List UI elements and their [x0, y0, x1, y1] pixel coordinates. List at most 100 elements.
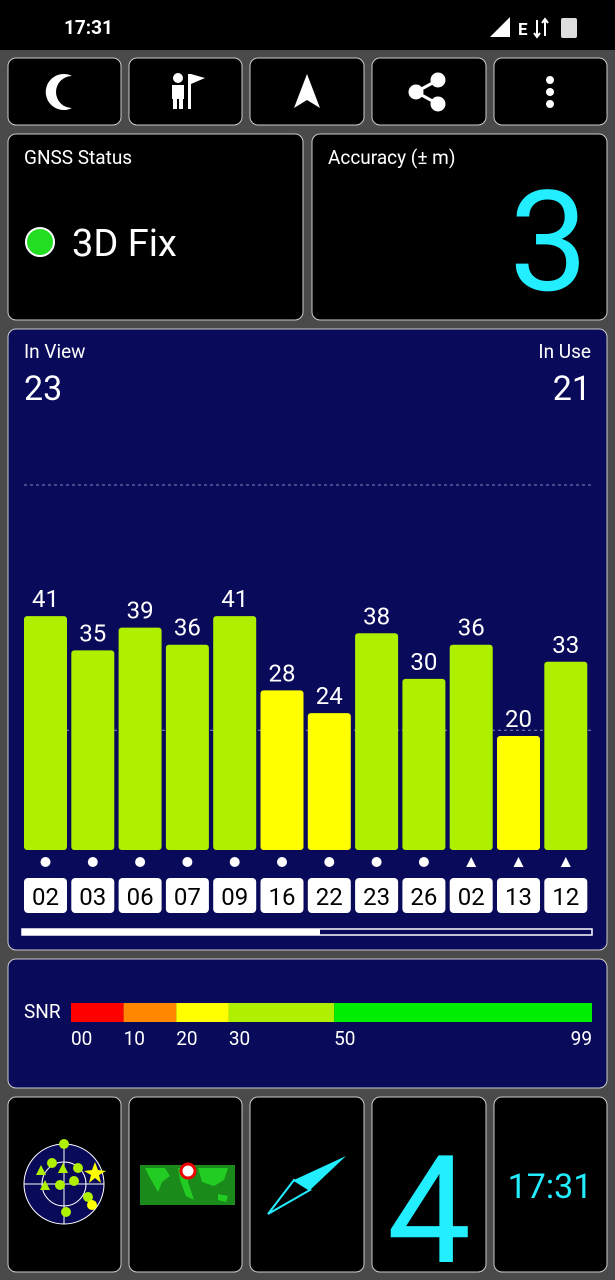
bar [307, 713, 351, 850]
satellite-id: 23 [363, 883, 390, 911]
status-time: 17:31 [64, 16, 113, 39]
satellite-id-box [307, 878, 351, 913]
snr-label: SNR [24, 1000, 61, 1023]
battery-icon [561, 18, 577, 38]
satellite-id: 12 [552, 883, 579, 911]
value-label: 36 [458, 614, 485, 642]
satellite-id-box [544, 878, 588, 913]
satellite-id-box [355, 878, 399, 913]
person-flag-icon [172, 73, 205, 109]
night-mode-button[interactable] [7, 57, 122, 126]
satellite-id: 07 [174, 883, 201, 911]
network-type: E [518, 20, 528, 40]
fix-indicator [25, 227, 55, 257]
satellite-id-box [165, 878, 209, 913]
in-view-value: 23 [24, 369, 62, 409]
snr-scale: 00 10 20 30 50 99 [71, 1003, 592, 1050]
satellite-id-box [402, 878, 446, 913]
scale-tick-label: 00 [71, 1027, 92, 1050]
data-icon [533, 17, 549, 39]
scale-tick-label: 30 [229, 1027, 250, 1050]
satellite-id: 09 [221, 883, 248, 911]
menu-icon [546, 76, 554, 108]
scale-tick-label: 20 [176, 1027, 197, 1050]
bar [71, 650, 115, 850]
accuracy-value: 3 [509, 161, 588, 325]
scroll-thumb [22, 929, 320, 935]
satellite-count: 4 [387, 1123, 471, 1280]
constellation-marker [40, 857, 51, 867]
satellite-id-box [497, 878, 540, 913]
constellation-marker [418, 857, 429, 867]
constellation-marker [229, 857, 240, 867]
bar [118, 627, 162, 850]
scale-tick-label: 50 [334, 1027, 355, 1050]
scale-tick-label: 10 [124, 1027, 145, 1050]
bar [213, 616, 257, 850]
satellite-id: 02 [458, 883, 485, 911]
satellite-id-box [449, 878, 493, 913]
moon-icon [45, 74, 72, 111]
location-pin [179, 1162, 197, 1180]
accuracy-label: Accuracy (± m) [328, 146, 455, 169]
scale-segment [334, 1003, 592, 1022]
snr-panel [7, 958, 608, 1089]
clock: 17:31 [508, 1167, 593, 1207]
snr-chart: 41 02 35 03 39 06 36 07 41 09 28 16 24 22 38 23 30 26 36 02… [24, 484, 591, 913]
gnss-value: 3D Fix [72, 222, 177, 266]
signal-icon [490, 17, 510, 37]
value-label: 36 [174, 614, 201, 642]
accuracy-panel [311, 133, 608, 321]
constellation-marker [513, 857, 524, 867]
record-button[interactable] [128, 57, 243, 126]
compass-needle-south [267, 1178, 312, 1215]
satellite-id: 26 [410, 883, 437, 911]
value-label: 30 [410, 648, 437, 676]
satellite-id: 02 [32, 883, 59, 911]
share-button[interactable] [371, 57, 487, 126]
constellation-marker [135, 857, 146, 867]
navigation-icon [294, 74, 320, 108]
count-tile[interactable] [371, 1096, 487, 1273]
compass-needle-north [294, 1156, 346, 1190]
status-bar [0, 0, 615, 50]
satellite-id: 16 [269, 883, 296, 911]
bar [24, 616, 67, 850]
sky-satellites-weak [84, 1162, 106, 1210]
in-use-value: 21 [553, 369, 591, 409]
scale-segment [176, 1003, 229, 1022]
bar [260, 690, 304, 850]
value-label: 35 [79, 619, 106, 647]
value-label: 41 [221, 585, 248, 613]
sky-satellites [36, 1139, 93, 1217]
bar [165, 644, 209, 850]
satellite-id-box [118, 878, 162, 913]
continents [145, 1168, 228, 1202]
bottom-tiles: 4 17:31 [7, 1096, 608, 1280]
gnss-label: GNSS Status [24, 146, 132, 169]
satellite-id-box [24, 878, 67, 913]
constellation-marker [277, 857, 287, 867]
scale-segment [123, 1003, 177, 1022]
bar [355, 633, 399, 850]
satellite-id: 22 [316, 883, 343, 911]
clock-tile[interactable] [493, 1096, 608, 1273]
constellation-marker [324, 857, 335, 867]
toolbar [7, 57, 608, 126]
bar [544, 661, 588, 850]
satellite-id-box [213, 878, 257, 913]
value-label: 33 [552, 631, 579, 659]
bar [402, 678, 446, 850]
satellite-id: 06 [127, 883, 154, 911]
share-icon [408, 72, 446, 112]
satellite-id-box [260, 878, 304, 913]
value-label: 38 [363, 602, 390, 630]
constellation-marker [87, 857, 98, 867]
scale-segment [228, 1003, 335, 1022]
constellation-marker [466, 857, 477, 867]
in-use-label: In Use [538, 340, 591, 363]
gnss-panel [7, 133, 304, 321]
value-label: 20 [505, 705, 532, 733]
